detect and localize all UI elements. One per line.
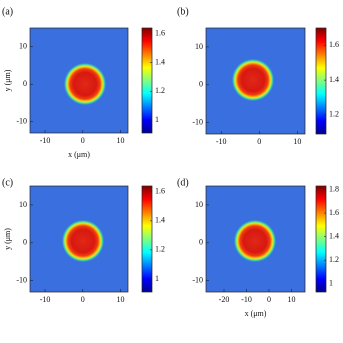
y-tick-label: 0	[199, 238, 203, 247]
x-axis-label: x (μm)	[68, 150, 90, 159]
heatmap-blob	[64, 63, 106, 105]
y-tick-label: 10	[19, 200, 27, 209]
colorbar-tick-label: 1.6	[155, 29, 165, 38]
colorbar-tick-label: 1	[329, 279, 333, 288]
plot-frame	[29, 185, 129, 293]
y-tick-label: -10	[192, 117, 203, 126]
plot-frame	[205, 185, 306, 293]
x-tick-label: 0	[81, 136, 85, 145]
x-axis-label: x (μm)	[245, 309, 267, 318]
y-tick-label: 10	[195, 42, 203, 51]
colorbar-tick-label: 1.4	[155, 216, 165, 225]
x-tick-label: -10	[241, 295, 252, 304]
y-axis-label: y (μm)	[3, 69, 12, 91]
x-tick-label: 10	[288, 295, 296, 304]
y-tick-label: 0	[23, 238, 27, 247]
colorbar-tick-label: 1.6	[329, 40, 339, 49]
colorbar-tick-label: 1.2	[329, 110, 339, 119]
plot-frame	[205, 27, 306, 135]
colorbar-tick-label: 1.4	[329, 231, 339, 240]
colorbar-tick-label: 1.6	[155, 187, 165, 196]
colorbar-tick-label: 1	[155, 115, 159, 124]
y-tick-label: 10	[195, 200, 203, 209]
panel-label: (a)	[2, 6, 13, 17]
x-tick-label: 10	[116, 295, 124, 304]
x-tick-label: -20	[219, 295, 230, 304]
x-tick-label: 0	[81, 295, 85, 304]
x-tick-label: 0	[257, 137, 261, 146]
x-tick-label: -10	[216, 137, 227, 146]
y-tick-label: -10	[192, 275, 203, 284]
y-tick-label: 10	[19, 42, 27, 51]
colorbar	[315, 27, 327, 135]
y-tick-label: -10	[16, 275, 27, 284]
y-tick-label: 0	[23, 79, 27, 88]
colorbar	[141, 27, 153, 134]
colorbar-tick-label: 1.2	[329, 255, 339, 264]
y-tick-label: 0	[199, 80, 203, 89]
x-tick-label: 10	[293, 137, 301, 146]
colorbar-tick-label: 1.4	[155, 57, 165, 66]
panel-label: (d)	[177, 177, 189, 188]
colorbar-tick-label: 1.4	[329, 75, 339, 84]
colorbar	[141, 185, 153, 293]
colorbar-tick-label: 1.2	[155, 86, 165, 95]
x-tick-label: 10	[116, 136, 124, 145]
heatmap-blob	[232, 59, 274, 101]
colorbar-tick-label: 1	[155, 274, 159, 283]
panel-label: (c)	[2, 177, 13, 188]
colorbar-tick-label: 1.8	[329, 184, 339, 193]
heatmap-blob	[62, 220, 104, 262]
plot-frame	[29, 27, 129, 134]
x-tick-label: 0	[267, 295, 271, 304]
colorbar-tick-label: 1.6	[329, 208, 339, 217]
x-tick-label: -10	[40, 136, 51, 145]
panel-label: (b)	[177, 6, 189, 17]
y-tick-label: -10	[16, 117, 27, 126]
y-axis-label: y (μm)	[3, 228, 12, 250]
x-tick-label: -10	[40, 295, 51, 304]
colorbar	[315, 185, 327, 293]
heatmap-blob	[234, 220, 276, 262]
colorbar-tick-label: 1.2	[155, 245, 165, 254]
